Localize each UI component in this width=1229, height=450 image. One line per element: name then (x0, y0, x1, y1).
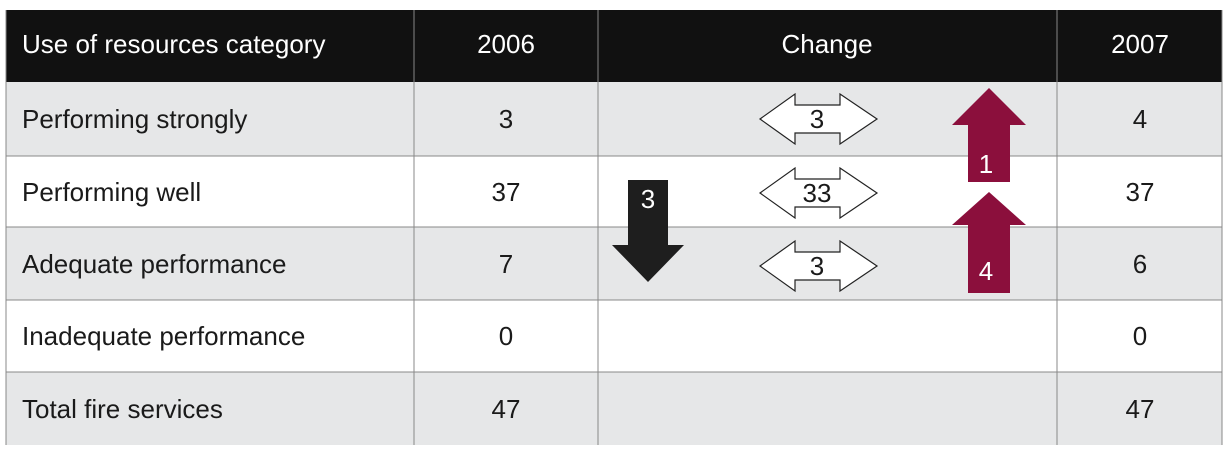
header-row (6, 10, 1222, 82)
table-cell: 3 (499, 104, 513, 134)
down-arrow (612, 180, 684, 282)
table-cell: 47 (492, 394, 521, 424)
up-count: 1 (979, 149, 993, 179)
row-bg (6, 372, 1222, 445)
cell-borders (5, 10, 1223, 445)
up-arrow (952, 192, 1026, 293)
table-cell: Adequate performance (22, 249, 287, 279)
table-cell: 6 (1133, 249, 1147, 279)
unchanged-count: 33 (803, 178, 832, 208)
header-cell: Change (781, 29, 872, 59)
up-arrow (952, 88, 1026, 182)
table-cell: 47 (1126, 394, 1155, 424)
down-count: 3 (641, 184, 655, 214)
table-cell: 37 (1126, 177, 1155, 207)
row-bg (6, 156, 1222, 227)
header-cell: Use of resources category (22, 29, 325, 59)
table-cell: Performing strongly (22, 104, 247, 134)
table-cell: 0 (1133, 321, 1147, 351)
table-cell: Performing well (22, 177, 201, 207)
unchanged-count: 3 (810, 104, 824, 134)
up-count: 4 (979, 256, 993, 286)
table-cell: 4 (1133, 104, 1147, 134)
table-cell: 0 (499, 321, 513, 351)
header-cell: 2007 (1111, 29, 1169, 59)
table-cell: Inadequate performance (22, 321, 305, 351)
unchanged-arrows (758, 92, 879, 293)
row-bg (6, 300, 1222, 372)
row-bg (6, 227, 1222, 300)
table-cell: Total fire services (22, 394, 223, 424)
header-cell: 2006 (477, 29, 535, 59)
unchanged-count: 3 (810, 251, 824, 281)
table-cell: 37 (492, 177, 521, 207)
table-cell: 7 (499, 249, 513, 279)
